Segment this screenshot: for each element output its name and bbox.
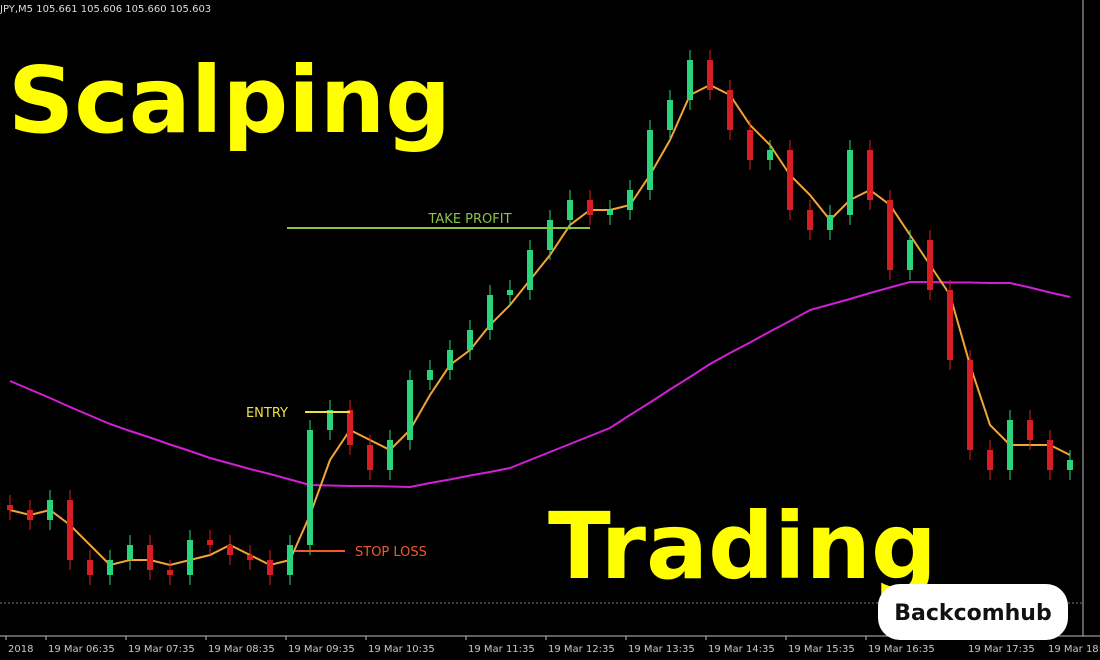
candle-body xyxy=(967,360,973,450)
candle-body xyxy=(307,430,313,545)
candle-body xyxy=(27,510,33,520)
annotation-label: ENTRY xyxy=(246,406,288,421)
candle-body xyxy=(687,60,693,100)
candle-body xyxy=(287,545,293,575)
moving-average-line xyxy=(9,83,1071,567)
candle-body xyxy=(987,450,993,470)
time-label: 19 Mar 07:35 xyxy=(128,644,195,655)
moving-average-line xyxy=(9,281,1071,489)
candle-body xyxy=(827,215,833,230)
candle-body xyxy=(187,540,193,575)
annotation-label: TAKE PROFIT xyxy=(427,212,511,227)
chart-header: JPY,M5 105.661 105.606 105.660 105.603 xyxy=(0,4,211,15)
candle-body xyxy=(47,500,53,520)
candle-body xyxy=(127,545,133,560)
candle-body xyxy=(787,150,793,210)
candle-body xyxy=(507,290,513,295)
overlay-subtitle: Trading xyxy=(548,493,937,600)
time-label: 19 Mar 09:35 xyxy=(288,644,355,655)
candle-body xyxy=(707,60,713,90)
candle-body xyxy=(107,560,113,575)
candle-body xyxy=(207,540,213,545)
time-label: 19 Mar 10:35 xyxy=(368,644,435,655)
candle-body xyxy=(267,560,273,575)
candle-body xyxy=(147,545,153,570)
candle-body xyxy=(887,200,893,270)
candle-body xyxy=(427,370,433,380)
candle-body xyxy=(747,130,753,160)
candle-body xyxy=(627,190,633,210)
candle-body xyxy=(87,560,93,575)
candle-body xyxy=(407,380,413,440)
time-label: 19 Mar 08:35 xyxy=(208,644,275,655)
time-label: 19 Mar 13:35 xyxy=(628,644,695,655)
candle-body xyxy=(67,500,73,560)
overlay-title: Scalping xyxy=(8,47,451,154)
candle-body xyxy=(447,350,453,370)
candle-body xyxy=(547,220,553,250)
candle-body xyxy=(247,555,253,560)
candle-body xyxy=(467,330,473,350)
brand-badge xyxy=(878,584,1068,640)
time-label: 19 Mar 12:35 xyxy=(548,644,615,655)
time-label: 2018 xyxy=(8,644,33,655)
time-label: 19 Mar 06:35 xyxy=(48,644,115,655)
candle-body xyxy=(7,505,13,510)
time-label: 19 Mar 15:35 xyxy=(788,644,855,655)
candle-body xyxy=(907,240,913,270)
candle-body xyxy=(587,200,593,215)
brand-name: Backcomhub xyxy=(894,601,1051,626)
time-label: 19 Mar 16:35 xyxy=(868,644,935,655)
plot xyxy=(7,50,1073,585)
candle-body xyxy=(527,250,533,290)
candle-body xyxy=(487,295,493,330)
candle-body xyxy=(227,545,233,555)
candle-body xyxy=(647,130,653,190)
candle-body xyxy=(367,445,373,470)
candle-body xyxy=(1027,420,1033,440)
candle-body xyxy=(347,410,353,445)
time-label: 19 Mar 11:35 xyxy=(468,644,535,655)
candle-body xyxy=(867,150,873,200)
candle-body xyxy=(327,410,333,430)
candle-body xyxy=(807,210,813,230)
candle-body xyxy=(847,150,853,215)
candle-body xyxy=(607,210,613,215)
candle-body xyxy=(567,200,573,220)
annotation-label: STOP LOSS xyxy=(355,545,427,560)
candle-body xyxy=(1067,460,1073,470)
candle-body xyxy=(167,570,173,575)
candle-body xyxy=(667,100,673,130)
candle-body xyxy=(727,90,733,130)
time-label: 19 Mar 17:35 xyxy=(968,644,1035,655)
time-label: 19 Mar 14:35 xyxy=(708,644,775,655)
candle-body xyxy=(767,150,773,160)
candle-body xyxy=(387,440,393,470)
candle-body xyxy=(947,290,953,360)
candle-body xyxy=(1007,420,1013,470)
candle-body xyxy=(1047,440,1053,470)
candle-body xyxy=(927,240,933,290)
time-label: 19 Mar 18:35 xyxy=(1048,644,1100,655)
